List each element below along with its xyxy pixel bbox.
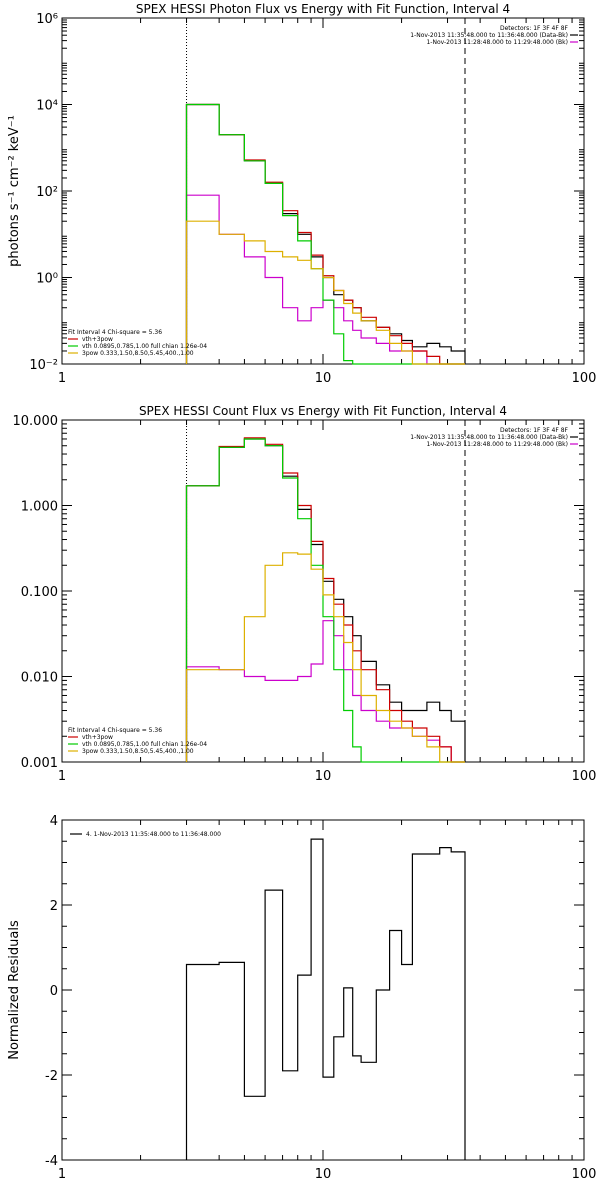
- series-line: [185, 620, 465, 763]
- legend-label: 1-Nov-2013 11:28:48.000 to 11:29:48.000 …: [426, 441, 568, 448]
- y-tick-label: 10²: [36, 185, 58, 200]
- x-tick-label: 10: [315, 769, 332, 784]
- y-tick-label: 10⁶: [36, 12, 58, 27]
- chart-title: SPEX HESSI Count Flux vs Energy with Fit…: [139, 404, 507, 418]
- y-tick-label: 10⁻²: [29, 358, 58, 373]
- series-line: [185, 438, 466, 762]
- legend-label: vth 0.0895,0.785,1.00 full chian 1.26e-0…: [82, 741, 207, 748]
- y-tick-label: 4: [50, 814, 58, 829]
- y-tick-label: 0: [50, 984, 58, 999]
- series-line: [185, 838, 466, 1160]
- series-line: [185, 103, 465, 365]
- y-tick-label: 0.100: [21, 585, 58, 600]
- y-tick-label: -2: [45, 1069, 58, 1084]
- legend-label: 4. 1-Nov-2013 11:35:48.000 to 11:36:48.0…: [86, 831, 221, 838]
- y-tick-label: 0.001: [21, 756, 58, 771]
- x-tick-label: 1: [58, 1167, 66, 1182]
- x-tick-label: 1: [58, 769, 66, 784]
- series-line: [185, 438, 465, 763]
- legend-label: 1-Nov-2013 11:35:48.000 to 11:36:48.000 …: [410, 32, 568, 39]
- plot-frame-1: [61, 17, 585, 365]
- y-axis-label: photons s⁻¹ cm⁻² keV⁻¹: [7, 115, 22, 267]
- legend-label: vth+3pow: [82, 336, 113, 343]
- legend-label: 3pow 0.333,1.50,8.50,5.45,400.,1.00: [82, 350, 194, 357]
- legend-header: Fit Interval 4 Chi-square = 5.36: [68, 329, 162, 336]
- y-tick-label: 0.010: [21, 671, 58, 686]
- legend-header: Detectors: 1F 3F 4F 8F: [500, 427, 569, 434]
- x-tick-label: 10: [315, 371, 332, 386]
- y-tick-label: 1.000: [21, 500, 58, 515]
- x-tick-label: 100: [572, 371, 597, 386]
- y-tick-label: 10⁰: [36, 272, 58, 287]
- series-line: [185, 194, 465, 365]
- series-line: [185, 552, 465, 763]
- chart-title: SPEX HESSI Photon Flux vs Energy with Fi…: [136, 2, 510, 16]
- legend-label: 3pow 0.333,1.50,8.50,5.45,400.,1.00: [82, 748, 194, 755]
- y-tick-label: 10⁴: [36, 99, 58, 114]
- y-tick-label: -4: [45, 1154, 58, 1169]
- legend-label: 1-Nov-2013 11:28:48.000 to 11:29:48.000 …: [426, 39, 568, 46]
- x-tick-label: 1: [58, 371, 66, 386]
- legend-label: vth+3pow: [82, 734, 113, 741]
- legend-label: 1-Nov-2013 11:35:48.000 to 11:36:48.000 …: [410, 434, 568, 441]
- series-line: [185, 437, 465, 763]
- x-tick-label: 100: [572, 1167, 597, 1182]
- y-axis-label: Normalized Residuals: [7, 920, 22, 1060]
- legend-header: Detectors: 1F 3F 4F 8F: [500, 25, 569, 32]
- legend-label: vth 0.0895,0.785,1.00 full chian 1.26e-0…: [82, 343, 207, 350]
- legend-header: Fit Interval 4 Chi-square = 5.36: [68, 727, 162, 734]
- y-tick-label: 10.000: [13, 414, 59, 429]
- series-line: [185, 220, 465, 365]
- y-tick-label: 2: [50, 899, 58, 914]
- x-tick-label: 100: [572, 769, 597, 784]
- x-tick-label: 10: [315, 1167, 332, 1182]
